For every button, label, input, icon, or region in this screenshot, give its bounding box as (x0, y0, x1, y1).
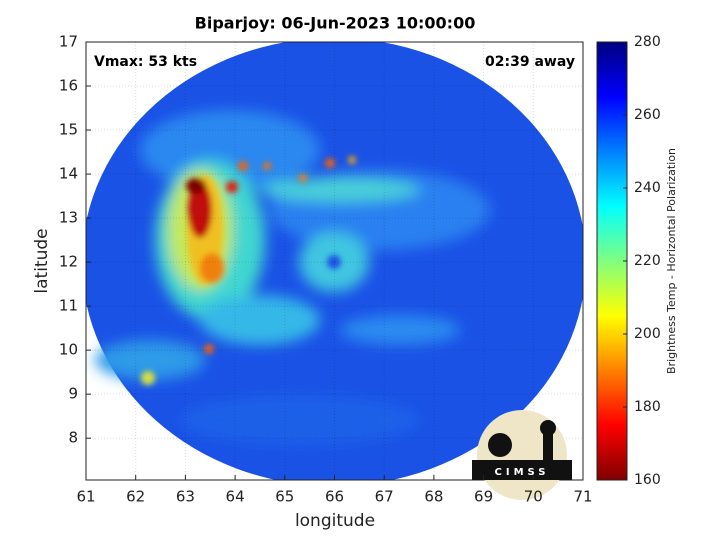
colorbar-tick-label: 160 (634, 472, 661, 488)
x-tick-label: 61 (76, 488, 95, 506)
colorbar-tick-label: 180 (634, 399, 661, 415)
x-tick-label: 69 (474, 488, 493, 506)
convection (141, 156, 356, 385)
y-tick-label: 13 (59, 209, 78, 227)
colorbar (596, 41, 628, 481)
y-tick-label: 12 (59, 253, 78, 271)
y-tick-label: 14 (59, 165, 78, 183)
x-tick-label: 68 (424, 488, 443, 506)
y-tick-label: 10 (59, 341, 78, 359)
colorbar-tick-label: 220 (634, 253, 661, 269)
logo-text: CIMSS (495, 467, 550, 478)
y-tick-label: 11 (59, 297, 78, 315)
chart-title: Biparjoy: 06-Jun-2023 10:00:00 (195, 14, 476, 33)
y-tick-label: 9 (68, 385, 78, 403)
x-axis-label: longitude (295, 511, 375, 531)
logo: CIMSS (472, 410, 572, 500)
y-axis-label: latitude (32, 228, 52, 293)
x-tick-label: 71 (573, 488, 592, 506)
annotation: 02:39 away (485, 54, 575, 70)
y-tick-label: 17 (59, 33, 78, 51)
x-tick-label: 63 (176, 488, 195, 506)
x-tick-label: 70 (524, 488, 543, 506)
colorbar-label: Brightness Temp - Horizontal Polarizatio… (665, 148, 678, 374)
annotation: Vmax: 53 kts (94, 54, 197, 70)
y-tick-label: 8 (68, 429, 78, 447)
colorbar-tick-label: 240 (634, 180, 661, 196)
satellite-image (86, 42, 583, 480)
x-tick-label: 66 (325, 488, 344, 506)
x-tick-label: 67 (375, 488, 394, 506)
y-tick-label: 16 (59, 77, 78, 95)
y-tick-label: 15 (59, 121, 78, 139)
colorbar-tick-label: 200 (634, 326, 661, 342)
colorbar-tick-label: 260 (634, 107, 661, 123)
colorbar-tick-label: 280 (634, 34, 661, 50)
x-tick-label: 62 (126, 488, 145, 506)
x-tick-label: 65 (275, 488, 294, 506)
x-tick-label: 64 (226, 488, 245, 506)
